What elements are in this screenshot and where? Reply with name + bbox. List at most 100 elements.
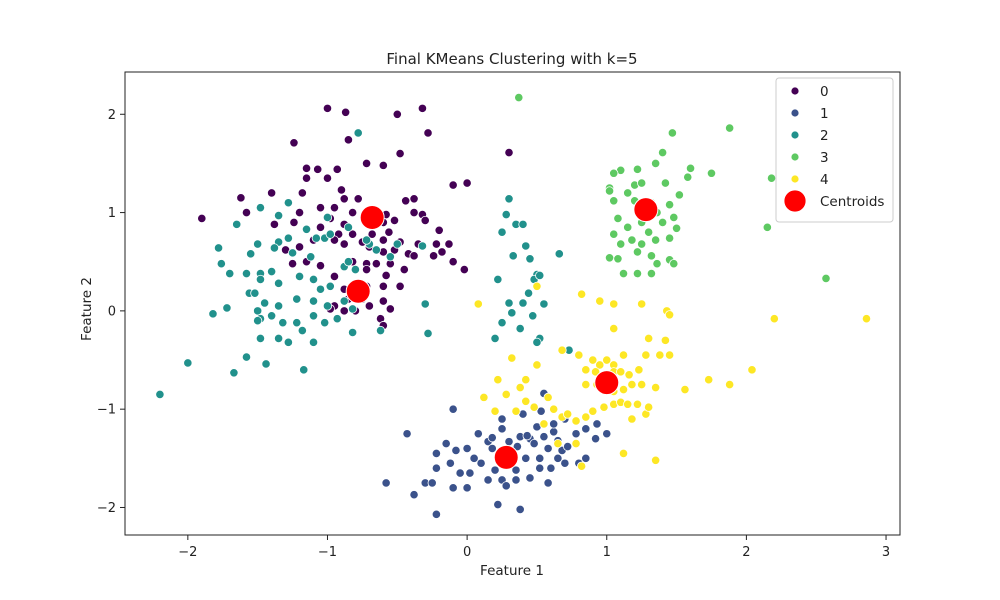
data-point-cluster-2 <box>535 270 545 281</box>
data-point-cluster-2 <box>229 368 239 378</box>
x-tick-label: 1 <box>603 545 611 560</box>
data-point-cluster-0 <box>401 196 411 206</box>
data-point-cluster-3 <box>669 212 679 223</box>
data-point-cluster-2 <box>216 259 226 269</box>
data-point-cluster-1 <box>592 419 602 429</box>
data-point-cluster-1 <box>431 448 441 459</box>
data-point-cluster-1 <box>487 443 497 454</box>
data-point-cluster-4 <box>618 384 629 395</box>
data-point-cluster-0 <box>322 103 333 113</box>
legend: 0 1 2 3 4 Centroids <box>775 77 894 223</box>
data-point-cluster-2 <box>308 337 319 347</box>
data-point-cluster-4 <box>623 399 633 409</box>
data-point-cluster-2 <box>274 301 284 311</box>
data-point-cluster-4 <box>637 299 647 309</box>
data-point-cluster-4 <box>588 406 598 416</box>
data-point-cluster-4 <box>507 353 517 363</box>
y-tick-label: 0 <box>108 304 116 319</box>
data-point-cluster-1 <box>571 429 581 439</box>
data-point-cluster-0 <box>448 180 458 190</box>
data-point-cluster-2 <box>301 224 312 234</box>
data-point-cluster-2 <box>260 298 270 308</box>
centroid-marker <box>594 370 620 396</box>
data-point-cluster-0 <box>329 271 340 282</box>
data-point-cluster-4 <box>595 296 605 306</box>
data-point-cluster-4 <box>490 406 500 416</box>
data-point-cluster-0 <box>301 163 312 173</box>
data-point-cluster-4 <box>618 448 629 459</box>
data-point-cluster-2 <box>183 358 193 368</box>
y-axis-label: Feature 2 <box>79 277 95 341</box>
data-point-cluster-0 <box>399 264 409 275</box>
data-point-cluster-4 <box>704 375 714 385</box>
data-point-cluster-2 <box>299 365 309 375</box>
data-point-cluster-1 <box>522 431 532 441</box>
x-tick-label: 3 <box>882 545 890 560</box>
data-point-cluster-0 <box>364 301 374 311</box>
data-point-cluster-2 <box>306 252 316 262</box>
data-point-cluster-2 <box>278 318 288 328</box>
data-point-cluster-2 <box>528 311 538 321</box>
data-point-cluster-0 <box>444 239 454 249</box>
data-point-cluster-3 <box>618 268 629 279</box>
data-point-cluster-4 <box>664 310 675 320</box>
data-point-cluster-3 <box>658 217 668 228</box>
data-point-cluster-4 <box>632 399 643 409</box>
data-point-cluster-0 <box>332 164 342 174</box>
data-point-cluster-4 <box>627 414 637 424</box>
data-point-cluster-2 <box>348 304 358 314</box>
data-point-cluster-3 <box>706 168 717 178</box>
data-point-cluster-2 <box>274 210 284 221</box>
data-point-cluster-2 <box>283 233 293 243</box>
legend-label: 4 <box>820 172 829 188</box>
y-tick-label: −2 <box>97 501 116 516</box>
data-point-cluster-2 <box>361 235 372 245</box>
data-point-cluster-3 <box>609 168 619 178</box>
data-point-cluster-4 <box>588 355 598 365</box>
data-point-cluster-2 <box>423 328 433 339</box>
data-point-cluster-3 <box>616 239 626 249</box>
data-point-cluster-4 <box>861 314 872 324</box>
data-point-cluster-0 <box>420 215 430 226</box>
data-point-cluster-0 <box>448 257 458 267</box>
data-point-cluster-1 <box>602 429 612 439</box>
x-tick-label: −1 <box>318 545 337 560</box>
data-point-cluster-3 <box>652 259 662 269</box>
data-point-cluster-1 <box>448 483 458 493</box>
data-point-cluster-2 <box>269 243 280 253</box>
data-point-cluster-0 <box>341 107 351 117</box>
data-point-cluster-2 <box>274 278 284 288</box>
data-point-cluster-3 <box>623 188 633 198</box>
legend-label: 2 <box>820 128 829 144</box>
data-point-cluster-4 <box>725 379 735 390</box>
data-point-cluster-2 <box>325 281 335 291</box>
series-1 <box>381 388 612 519</box>
data-point-cluster-0 <box>241 207 252 218</box>
data-point-cluster-2 <box>523 288 534 298</box>
data-point-cluster-2 <box>222 303 232 313</box>
data-point-cluster-3 <box>821 273 831 284</box>
data-point-cluster-2 <box>208 309 218 319</box>
data-point-cluster-0 <box>371 259 381 269</box>
centroid-marker <box>493 444 519 470</box>
data-point-cluster-1 <box>497 414 507 424</box>
centroid-marker <box>359 204 385 230</box>
data-point-cluster-4 <box>479 392 489 402</box>
data-point-cluster-2 <box>241 352 252 362</box>
y-tick-label: 2 <box>108 108 116 123</box>
data-point-cluster-0 <box>269 219 280 229</box>
data-point-cluster-4 <box>634 365 644 375</box>
data-point-cluster-3 <box>660 178 671 188</box>
data-point-cluster-4 <box>624 370 634 380</box>
data-point-cluster-3 <box>604 186 615 196</box>
data-point-cluster-0 <box>353 194 363 204</box>
data-point-cluster-0 <box>197 213 207 224</box>
data-point-cluster-1 <box>515 504 525 515</box>
data-point-cluster-2 <box>253 316 263 326</box>
data-point-cluster-2 <box>213 243 224 253</box>
data-point-cluster-1 <box>581 453 591 463</box>
chart-title: Final KMeans Clustering with k=5 <box>386 50 637 68</box>
data-point-cluster-2 <box>554 249 564 259</box>
data-point-cluster-0 <box>294 207 305 218</box>
data-point-cluster-2 <box>308 311 319 321</box>
